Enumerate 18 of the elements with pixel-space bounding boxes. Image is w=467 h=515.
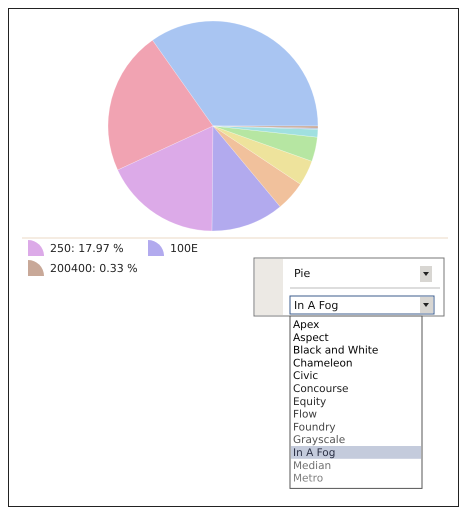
text: In A Fog: [293, 447, 336, 459]
text: Grayscale: [293, 434, 346, 446]
text: In A Fog: [294, 299, 338, 312]
text: Equity: [293, 396, 326, 408]
text: Median: [293, 460, 332, 472]
legend-label: 250: 17.97 %: [50, 242, 124, 255]
text: Pie: [294, 267, 310, 280]
legend-label: 100E: [170, 242, 198, 255]
text: Concourse: [293, 383, 349, 395]
legend-label: 200400: 0.33 %: [50, 262, 138, 275]
text: Civic: [293, 370, 318, 382]
text: Metro: [293, 472, 324, 485]
text: Apex: [293, 319, 320, 331]
text: Aspect: [293, 332, 329, 344]
text: Flow: [293, 408, 318, 421]
text: Foundry: [293, 421, 336, 434]
text: Black and White: [293, 344, 378, 357]
text: Chameleon: [293, 357, 353, 370]
